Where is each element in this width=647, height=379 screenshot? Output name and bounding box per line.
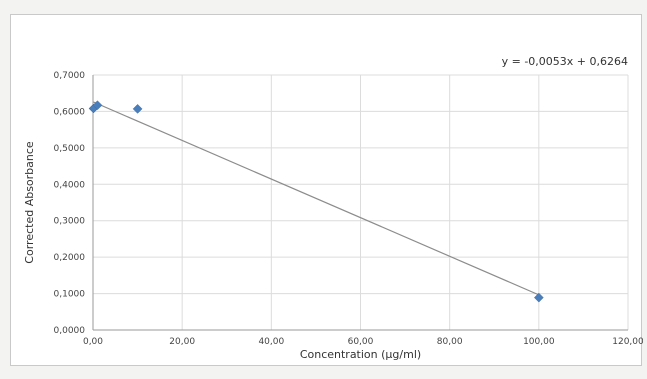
x-tick-label: 100,00 [523,337,555,347]
tick-labels: 0,0000 0,1000 0,2000 0,3000 0,4000 0,5000 0,60… [54,71,644,347]
y-tick-label: 0,5000 [54,144,86,154]
data-point [132,104,143,114]
x-tick-label: 60,00 [348,337,374,347]
y-tick-label: 0,1000 [54,290,86,300]
y-tick-label: 0,2000 [54,253,86,263]
trendline-path [93,101,540,296]
y-tick-label: 0,0000 [54,326,86,336]
y-tick-label: 0,3000 [54,217,86,227]
data-point [533,292,544,303]
y-axis-title: Corrected Absorbance [23,141,36,264]
chart-frame: 0,0000 0,1000 0,2000 0,3000 0,4000 0,5000 0,60… [10,14,644,366]
scatter-chart: 0,0000 0,1000 0,2000 0,3000 0,4000 0,5000 0,60… [23,55,644,361]
y-tick-label: 0,6000 [54,107,86,117]
x-tick-label: 80,00 [437,337,463,347]
x-tick-label: 40,00 [258,337,284,347]
data-points [88,100,544,303]
x-tick-label: 120,00 [612,337,643,347]
grid-lines [93,74,629,330]
x-tick-label: 0,00 [83,337,103,347]
x-axis-title: Concentration (µg/ml) [300,348,421,361]
y-tick-label: 0,7000 [54,71,86,81]
x-tick-label: 20,00 [169,337,195,347]
trendline [93,101,540,296]
y-tick-label: 0,4000 [54,180,86,190]
axes [92,75,628,331]
trendline-equation: y = -0,0053x + 0,6264 [502,55,628,68]
data-point [92,100,103,111]
